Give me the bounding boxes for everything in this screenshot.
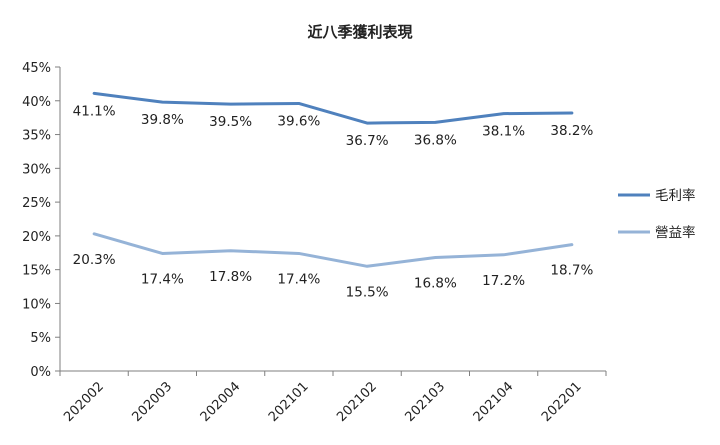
series-line-1 [92,232,574,268]
data-label: 20.3% [73,252,116,268]
x-tick-label: 202201 [539,379,585,425]
data-label: 38.2% [550,123,593,139]
data-label: 39.8% [141,112,184,128]
y-tick-label: 25% [22,196,51,211]
legend-label: 毛利率 [655,187,696,204]
y-tick-label: 15% [22,264,51,279]
x-tick-label: 202104 [471,379,517,425]
x-tick-label: 202103 [402,379,448,425]
chart-title: 近八季獲利表現 [307,23,412,41]
data-label: 17.4% [277,271,320,287]
data-label: 39.5% [209,114,252,130]
data-label: 17.8% [209,269,252,285]
y-tick-label: 10% [22,297,51,312]
y-tick-label: 45% [22,61,51,76]
y-tick-label: 30% [22,162,51,177]
data-label: 15.5% [346,284,389,300]
x-axis: 202002 202003 202004 202101 202102 202103 2021… [59,370,607,425]
series-layer: 41.1% 39.8% 39.5% 39.6% 36.7% 36.8% 38.1% 38.2%… [73,91,593,300]
y-tick-label: 20% [22,230,51,245]
x-tick-label: 202004 [198,379,244,425]
x-tick-label: 202102 [334,379,380,425]
data-label: 18.7% [550,263,593,279]
legend-label: 營益率 [655,224,696,241]
y-tick-label: 40% [22,95,51,110]
x-tick-label: 202003 [129,379,175,425]
data-label: 36.7% [346,133,389,149]
x-tick-label: 202002 [61,379,107,425]
data-label: 41.1% [73,103,116,119]
x-tick-label: 202101 [266,379,312,425]
data-label: 16.8% [414,276,457,292]
data-label: 38.1% [482,124,525,140]
data-label: 39.6% [277,113,320,129]
y-tick-label: 35% [22,129,51,144]
data-label: 36.8% [414,132,457,148]
data-label: 17.4% [141,271,184,287]
series-line-0 [92,91,574,125]
y-axis: 0% 5% 10% 15% 20% 25% 30% 35% 40% 45% [22,61,61,380]
y-tick-label: 5% [30,331,51,346]
data-label: 17.2% [482,273,525,289]
y-tick-label: 0% [30,365,51,380]
